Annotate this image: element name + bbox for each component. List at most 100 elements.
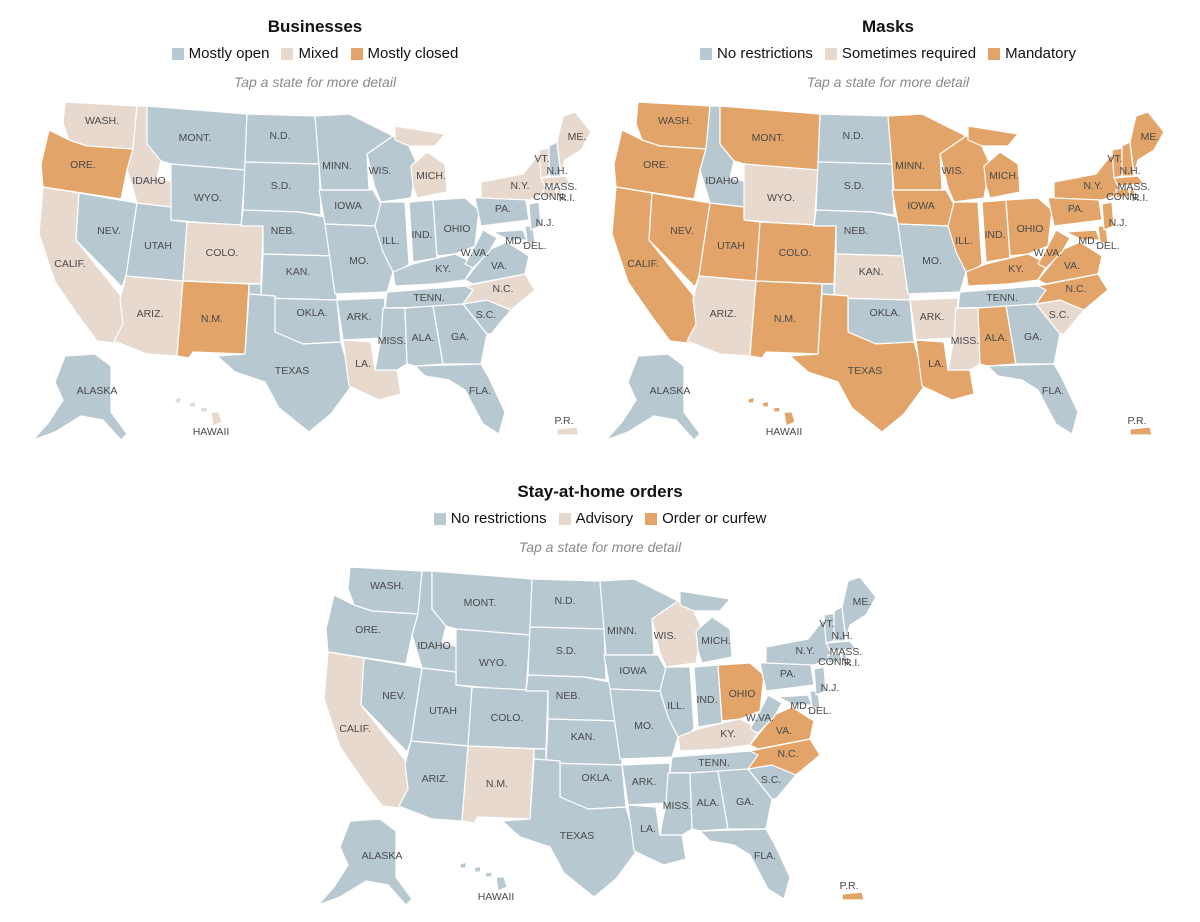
legend-label: Order or curfew (662, 510, 767, 527)
state-wv[interactable] (464, 229, 498, 269)
state-la[interactable] (627, 804, 687, 866)
state-sd[interactable] (242, 161, 322, 216)
state-label-oh: OHIO (729, 688, 756, 700)
state-label-mn: MINN. (322, 160, 352, 172)
state-ak[interactable] (318, 818, 413, 904)
state-label-or: ORE. (643, 159, 669, 171)
state-wv[interactable] (749, 694, 783, 734)
state-label-mt: MONT. (464, 597, 497, 609)
state-label-nd: N.D. (843, 130, 864, 142)
state-pr[interactable] (1129, 426, 1153, 436)
state-label-ct: CONN. (533, 191, 567, 203)
state-label-hi: HAWAII (193, 426, 230, 438)
state-ma[interactable] (1113, 175, 1145, 187)
state-label-ny: N.Y. (1083, 180, 1102, 192)
state-label-in: IND. (697, 694, 718, 706)
legend-item-sometimes-required: Sometimes required (824, 45, 977, 62)
state-la[interactable] (915, 339, 975, 401)
state-label-ri: R.I. (1132, 192, 1148, 204)
state-label-az: ARIZ. (710, 308, 737, 320)
state-hi[interactable] (174, 396, 223, 427)
state-label-me: ME. (853, 596, 872, 608)
state-label-ms: MISS. (663, 800, 692, 812)
legend-item-order-or-curfew: Order or curfew (645, 510, 766, 527)
businesses-title: Businesses (267, 17, 363, 36)
state-label-ks: KAN. (571, 731, 596, 743)
state-nj[interactable] (813, 666, 827, 696)
state-ga[interactable] (1005, 303, 1061, 365)
state-label-fl: FLA. (1042, 385, 1064, 397)
legend-label: No restrictions (450, 510, 547, 527)
state-pr[interactable] (556, 426, 580, 436)
state-label-co: COLO. (491, 712, 524, 724)
state-label-ct: CONN. (818, 656, 852, 668)
masks-hint: Tap a state for more detail (806, 74, 970, 90)
state-la[interactable] (342, 339, 402, 401)
state-ak[interactable] (33, 353, 128, 439)
state-label-de: DEL. (523, 240, 546, 252)
state-me[interactable] (1129, 111, 1165, 175)
state-sd[interactable] (527, 626, 607, 681)
state-wv[interactable] (1037, 229, 1071, 269)
legend-item-advisory: Advisory (558, 510, 633, 527)
state-mi[interactable] (394, 125, 448, 199)
state-pr[interactable] (841, 891, 865, 901)
state-ri[interactable] (841, 652, 848, 662)
state-fl[interactable] (414, 363, 506, 435)
state-label-nj: N.J. (536, 217, 555, 229)
state-label-in: IND. (985, 229, 1006, 241)
state-label-ky: KY. (1008, 263, 1024, 275)
stay-at-home-title: Stay-at-home orders (517, 482, 683, 501)
state-label-ri: R.I. (844, 657, 860, 669)
state-label-pa: PA. (495, 203, 511, 215)
state-label-ut: UTAH (144, 240, 172, 252)
legend-label: Mostly closed (367, 45, 459, 62)
state-fl[interactable] (987, 363, 1079, 435)
state-label-ma: MASS. (830, 646, 863, 658)
state-label-ri: R.I. (559, 192, 575, 204)
state-tx[interactable] (501, 758, 639, 898)
state-mi[interactable] (967, 125, 1021, 199)
state-label-me: ME. (568, 131, 587, 143)
state-tx[interactable] (789, 293, 927, 433)
state-nj[interactable] (1101, 201, 1115, 231)
state-fl[interactable] (699, 828, 791, 900)
state-ma[interactable] (825, 640, 857, 652)
state-tx[interactable] (216, 293, 354, 433)
state-me[interactable] (556, 111, 592, 175)
state-hi[interactable] (459, 861, 508, 892)
state-me[interactable] (841, 576, 877, 640)
state-label-sc: S.C. (1049, 309, 1069, 321)
state-label-nv: NEV. (670, 225, 694, 237)
state-label-il: ILL. (382, 235, 400, 247)
legend-label: Mandatory (1005, 45, 1076, 62)
state-label-de: DEL. (808, 705, 831, 717)
state-mi[interactable] (679, 590, 733, 664)
state-ma[interactable] (540, 175, 572, 187)
state-ri[interactable] (556, 187, 563, 197)
legend-swatch (171, 47, 184, 60)
state-sd[interactable] (815, 161, 895, 216)
state-ga[interactable] (717, 768, 773, 830)
state-label-nc: N.C. (493, 283, 514, 295)
state-label-pa: PA. (780, 668, 796, 680)
state-label-md: MD. (790, 700, 809, 712)
state-label-md: MD. (505, 235, 524, 247)
state-label-me: ME. (1141, 131, 1160, 143)
state-nj[interactable] (528, 201, 542, 231)
state-label-va: VA. (776, 725, 792, 737)
state-label-nh: N.H. (832, 630, 853, 642)
state-hi[interactable] (747, 396, 796, 427)
state-ri[interactable] (1129, 187, 1136, 197)
legend-label: Sometimes required (841, 45, 977, 62)
masks-title: Masks (862, 17, 914, 36)
state-label-mo: MO. (349, 255, 369, 267)
state-ga[interactable] (432, 303, 488, 365)
state-label-nc: N.C. (778, 748, 799, 760)
state-label-nh: N.H. (1120, 165, 1141, 177)
state-ak[interactable] (606, 353, 701, 439)
state-label-nv: NEV. (97, 225, 121, 237)
state-label-mn: MINN. (895, 160, 925, 172)
legend-swatch (824, 47, 837, 60)
state-label-ky: KY. (435, 263, 451, 275)
